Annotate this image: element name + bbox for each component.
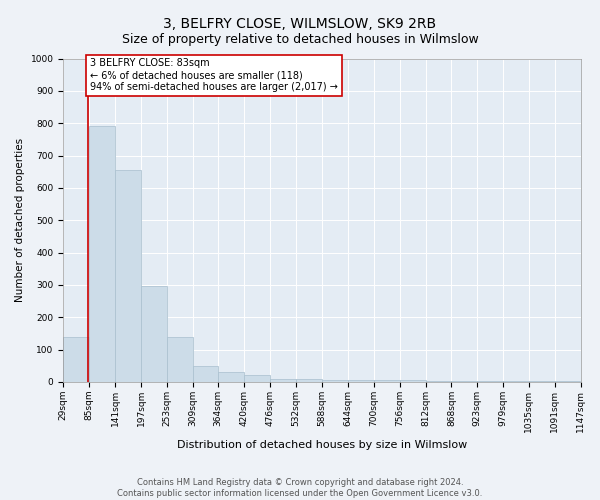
Bar (244, 376, 270, 382)
Bar (270, 378, 296, 382)
Bar (400, 380, 425, 382)
Bar (374, 380, 400, 382)
Bar (63, 336, 89, 382)
Bar (296, 378, 322, 382)
X-axis label: Distribution of detached houses by size in Wilmslow: Distribution of detached houses by size … (177, 440, 467, 450)
Bar (89, 126, 115, 382)
Text: Contains HM Land Registry data © Crown copyright and database right 2024.
Contai: Contains HM Land Registry data © Crown c… (118, 478, 482, 498)
Bar (218, 372, 244, 382)
Bar (193, 366, 218, 382)
Bar (115, 170, 141, 382)
Text: 3, BELFRY CLOSE, WILMSLOW, SK9 2RB: 3, BELFRY CLOSE, WILMSLOW, SK9 2RB (163, 18, 437, 32)
Bar (167, 336, 193, 382)
Bar (141, 286, 167, 382)
Bar (348, 380, 374, 382)
Bar (322, 380, 348, 382)
Text: 3 BELFRY CLOSE: 83sqm
← 6% of detached houses are smaller (118)
94% of semi-deta: 3 BELFRY CLOSE: 83sqm ← 6% of detached h… (90, 58, 338, 92)
Text: Size of property relative to detached houses in Wilmslow: Size of property relative to detached ho… (122, 32, 478, 46)
Y-axis label: Number of detached properties: Number of detached properties (15, 138, 25, 302)
